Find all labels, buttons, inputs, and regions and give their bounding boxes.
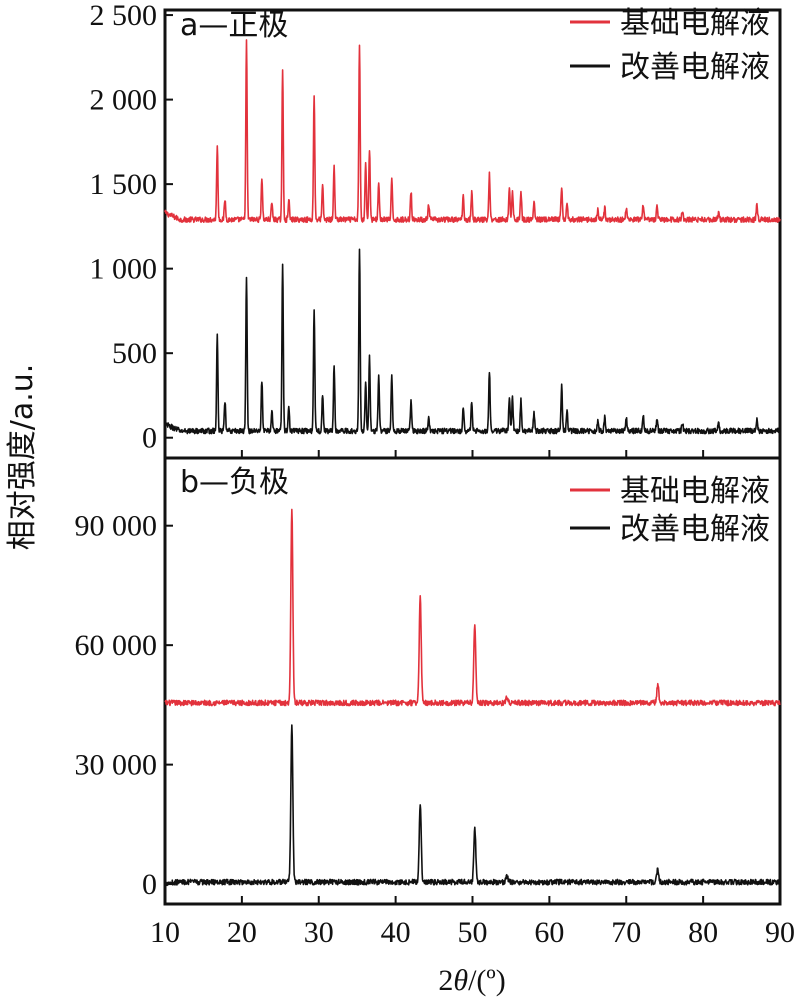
y-tick-label: 0: [142, 868, 157, 901]
x-tick-label: 90: [765, 916, 795, 949]
panel-a-series: [164, 39, 781, 435]
panel-a-legend: 基础电解液 改善电解液: [570, 6, 770, 85]
x-tick-label: 30: [304, 916, 334, 949]
legend-label-improved: 改善电解液: [620, 512, 770, 547]
y-tick-label: 500: [112, 337, 157, 370]
panel-a-y-axis: 0 500 1 000 1 500 2 000 2 500: [90, 0, 173, 455]
x-axis-label: 2θ/(º): [438, 964, 505, 997]
y-tick-label: 1 000: [90, 253, 158, 286]
y-tick-label: 0: [142, 422, 157, 455]
series-improved-line: [164, 248, 781, 435]
panel-b: b—负极 0 30 000 60 000 90 000 基础电解液 改善电解液: [75, 456, 782, 906]
x-tick-label: 60: [534, 916, 564, 949]
x-tick-label: 50: [458, 916, 488, 949]
y-tick-label: 30 000: [75, 749, 158, 782]
y-tick-label: 1 500: [90, 168, 158, 201]
legend-label-improved: 改善电解液: [620, 50, 770, 85]
y-tick-label: 2 500: [90, 0, 158, 32]
panel-b-series: [164, 508, 781, 887]
y-tick-label: 60 000: [75, 629, 158, 662]
x-tick-label: 40: [381, 916, 411, 949]
legend-label-basic: 基础电解液: [620, 474, 770, 509]
series-basic-line: [164, 508, 781, 707]
y-tick-label: 2 000: [90, 84, 158, 117]
panel-b-title: b—负极: [180, 465, 289, 500]
series-improved-line: [164, 724, 781, 887]
x-tick-label: 70: [611, 916, 641, 949]
y-axis-label: 相对强度/a.u.: [5, 364, 40, 551]
legend-label-basic: 基础电解液: [620, 6, 770, 41]
panel-b-y-axis: 0 30 000 60 000 90 000: [75, 510, 173, 901]
x-tick-label: 80: [688, 916, 718, 949]
panel-b-legend: 基础电解液 改善电解液: [570, 474, 770, 547]
panel-a: a—正极 0 500 1 000 1 500 2 000 2 500 基础电解液 改善电解…: [90, 0, 782, 460]
x-axis: 10 20 30 40 50 60 70 80 90: [150, 450, 795, 949]
x-tick-label: 20: [227, 916, 257, 949]
series-basic-line: [164, 39, 781, 224]
panel-a-title: a—正极: [180, 8, 288, 43]
y-tick-label: 90 000: [75, 510, 158, 543]
x-tick-label: 10: [150, 916, 180, 949]
